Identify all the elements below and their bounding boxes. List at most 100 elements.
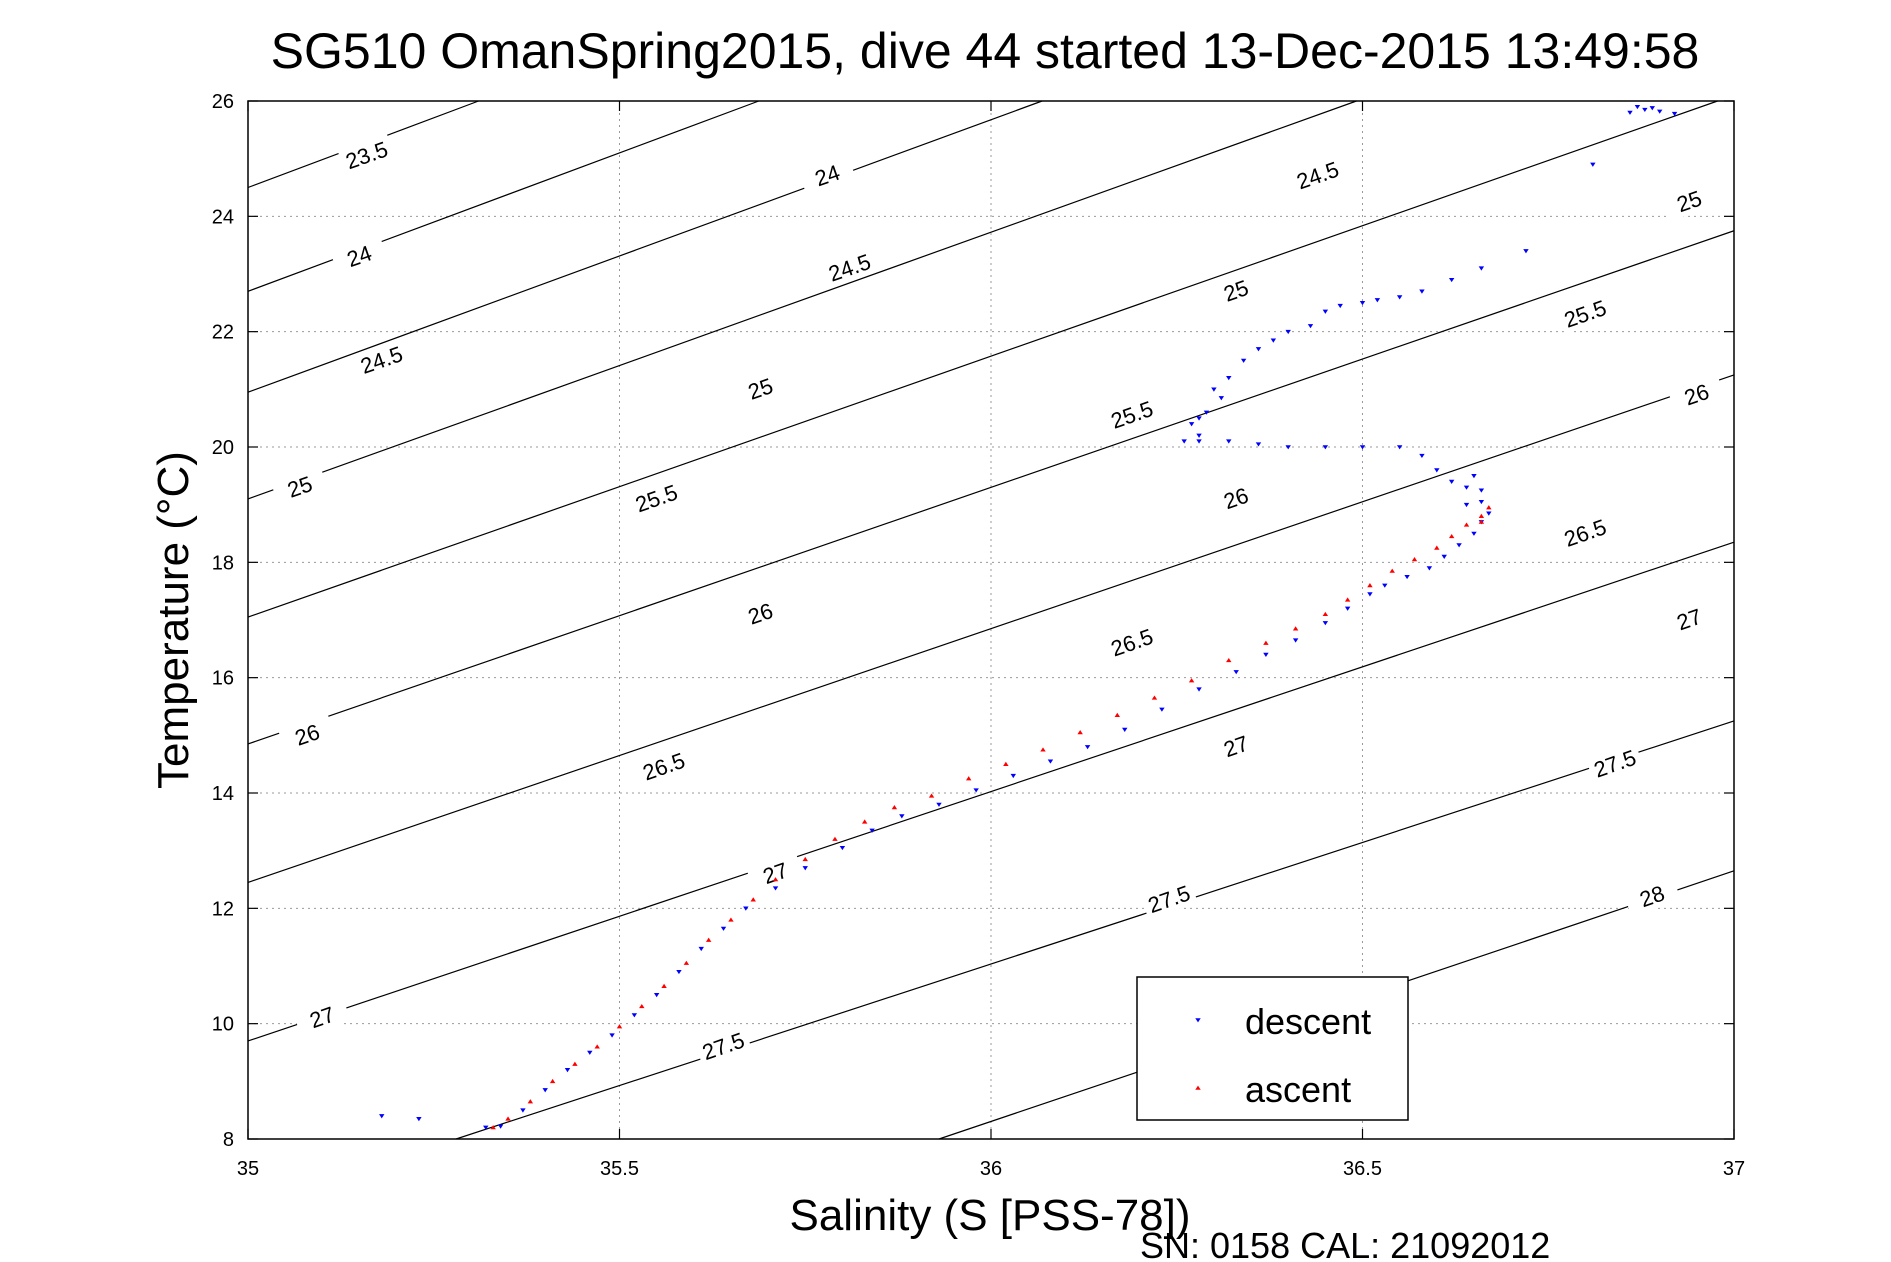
density-contour-label: 24.5 [1288, 154, 1347, 196]
y-tick-label: 22 [212, 322, 234, 344]
contour-label-text: 24.5 [357, 341, 406, 379]
density-contour-line [247, 374, 1735, 883]
density-contour-line [247, 100, 760, 292]
descent-point [1649, 106, 1655, 111]
contour-label-text: 24.5 [825, 249, 874, 287]
contour-label-text: 26.5 [1108, 624, 1157, 662]
contour-label-background [798, 154, 857, 196]
y-tick-label: 10 [212, 1014, 234, 1036]
density-contour-label: 26.5 [1556, 511, 1614, 554]
ascent-point [572, 1061, 578, 1066]
descent-point [1671, 111, 1678, 117]
descent-point [542, 1088, 548, 1093]
density-contour-label: 23.5 [337, 133, 396, 176]
ascent-point [683, 960, 690, 965]
descent-point [416, 1117, 422, 1122]
density-contour-label: 25 [731, 367, 790, 410]
density-contour-label: 26 [278, 713, 336, 756]
descent-point [1441, 554, 1447, 559]
y-tick-label: 26 [212, 91, 234, 113]
density-contour-line [247, 100, 1357, 500]
ascent-point [505, 1116, 511, 1121]
y-tick-label: 18 [212, 552, 234, 574]
descent-point [1634, 104, 1641, 110]
density-contour-label: 25 [1660, 180, 1718, 222]
descent-point [1196, 687, 1202, 692]
x-tick-label: 37 [1723, 1158, 1745, 1180]
descent-point [1404, 574, 1410, 580]
descent-point [720, 926, 727, 931]
ascent-point [772, 877, 779, 882]
density-contour-label: 27.5 [1585, 742, 1644, 785]
contour-label-background [1667, 373, 1726, 416]
ascent-point [1226, 657, 1232, 663]
ascent-point [1486, 505, 1492, 510]
descent-point [936, 802, 942, 807]
contour-label-background [634, 745, 693, 787]
series-ascent [490, 505, 1492, 1130]
descent-point [379, 1114, 385, 1119]
contour-label-text: 27.5 [1591, 745, 1640, 783]
density-contour-label: 24.5 [820, 246, 879, 289]
ascent-point [639, 1003, 645, 1009]
ascent-point [616, 1024, 623, 1029]
ascent-point [1322, 611, 1329, 617]
descent-point [1047, 759, 1054, 764]
density-contour-label: 25.5 [1103, 393, 1161, 436]
descent-point [1211, 387, 1217, 392]
descent-point [1188, 422, 1195, 427]
descent-point [1523, 249, 1529, 254]
descent-point [1226, 439, 1232, 444]
ascent-point [1040, 747, 1046, 752]
legend-ascent-symbol [1195, 1085, 1201, 1090]
descent-point [899, 814, 905, 819]
x-axis-label: Salinity (S [PSS-78]) [789, 1191, 1190, 1240]
descent-point [1292, 638, 1299, 643]
descent-point [483, 1125, 489, 1130]
x-tick-label: 36.5 [1343, 1158, 1382, 1180]
contour-label-text: 27.5 [699, 1027, 748, 1065]
contour-label-background [1660, 180, 1718, 222]
descent-point [973, 788, 979, 793]
descent-point [1396, 445, 1403, 450]
density-contour-line [247, 541, 1735, 1042]
ascent-point [1263, 640, 1269, 645]
descent-point [1159, 707, 1165, 712]
contour-label-background [746, 851, 805, 894]
contour-label-text: 23.5 [342, 136, 391, 174]
contour-label-background [352, 338, 411, 381]
y-axis-label: Temperature (°C) [149, 451, 198, 789]
legend: descent ascent [1136, 976, 1409, 1121]
density-contour-labels: 23.5 24 24.5 25 24 24.5 25 25.5 24.5 25 25.5 26 25 25… [270, 133, 1726, 1067]
descent-point [497, 1124, 504, 1129]
descent-point [1322, 621, 1329, 626]
ascent-point [1463, 522, 1470, 527]
descent-point [1590, 162, 1596, 167]
descent-point [839, 845, 846, 851]
descent-point [1218, 396, 1225, 401]
ascent-point [1367, 583, 1373, 588]
ascent-point [1003, 761, 1009, 766]
data-series [379, 104, 1678, 1130]
contour-label-background [337, 133, 396, 176]
contour-label-background [627, 477, 686, 519]
density-contour-label: 24.5 [352, 338, 411, 381]
density-contour-label: 24 [330, 234, 388, 277]
legend-descent-marker [1195, 1018, 1201, 1023]
descent-point [1396, 295, 1403, 300]
contour-label-background [820, 246, 879, 289]
descent-point [1255, 442, 1262, 447]
contour-label-background [731, 592, 790, 635]
chart-title: SG510 OmanSpring2015, dive 44 started 13… [271, 23, 1700, 79]
descent-point [1307, 324, 1314, 329]
descent-point [1322, 309, 1329, 314]
x-tick-label: 35 [237, 1158, 259, 1180]
y-tick-label: 12 [212, 898, 234, 920]
contour-label-background [1207, 269, 1265, 312]
descent-point [1196, 439, 1202, 444]
descent-point [609, 1033, 615, 1038]
y-tick-label: 14 [212, 783, 234, 805]
contour-label-background [1623, 875, 1681, 917]
ascent-point [1151, 695, 1158, 700]
density-contour-label: 26 [731, 592, 790, 635]
